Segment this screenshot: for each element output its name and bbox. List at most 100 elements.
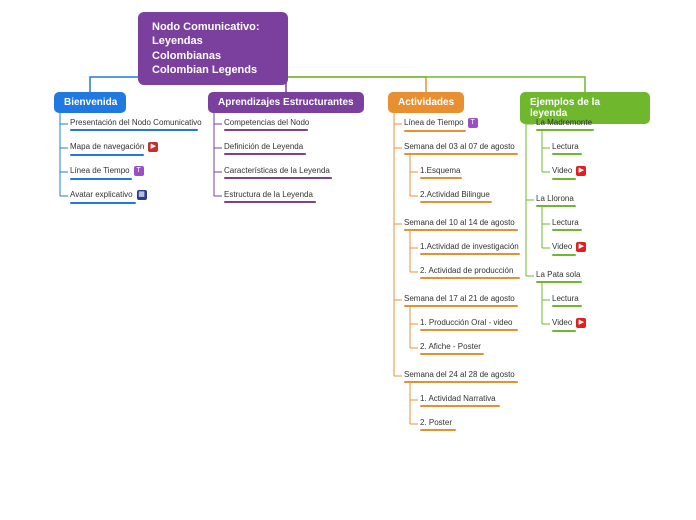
- leaf-item: Semana del 24 al 28 de agosto: [404, 370, 518, 383]
- leaf-underline: [70, 129, 198, 131]
- leaf-item: Estructura de la Leyenda: [224, 190, 316, 203]
- leaf-underline: [224, 201, 316, 203]
- leaf-underline: [420, 201, 492, 203]
- leaf-underline: [224, 153, 306, 155]
- leaf-item: Competencias del Nodo: [224, 118, 309, 131]
- leaf-icon: ▶: [576, 318, 586, 328]
- leaf-item: Avatar explicativo ▦: [70, 190, 147, 204]
- leaf-item: Lectura: [552, 294, 582, 307]
- leaf-item: Mapa de navegación ▶: [70, 142, 158, 156]
- leaf-label: 2. Actividad de producción: [420, 266, 513, 275]
- leaf-underline: [404, 229, 518, 231]
- leaf-icon: T: [468, 118, 478, 128]
- leaf-label: Presentación del Nodo Comunicativo: [70, 118, 202, 127]
- leaf-underline: [224, 129, 308, 131]
- leaf-item: Video ▶: [552, 242, 586, 256]
- leaf-underline: [420, 177, 462, 179]
- leaf-label: La Madremonte: [536, 118, 592, 127]
- leaf-item: Video ▶: [552, 166, 586, 180]
- branch-bienvenida: Bienvenida: [54, 92, 126, 113]
- leaf-label: Lectura: [552, 218, 579, 227]
- leaf-underline: [404, 305, 518, 307]
- leaf-label: Estructura de la Leyenda: [224, 190, 313, 199]
- leaf-underline: [552, 153, 582, 155]
- leaf-label: Línea de Tiempo: [70, 166, 130, 175]
- leaf-icon: ▶: [148, 142, 158, 152]
- leaf-underline: [536, 129, 594, 131]
- leaf-icon: ▶: [576, 242, 586, 252]
- leaf-item: 2. Afiche - Poster: [420, 342, 484, 355]
- leaf-item: 1.Actividad de investigación: [420, 242, 520, 255]
- leaf-label: Video: [552, 318, 572, 327]
- leaf-label: Características de la Leyenda: [224, 166, 330, 175]
- leaf-label: Video: [552, 242, 572, 251]
- leaf-label: Lectura: [552, 142, 579, 151]
- leaf-item: Semana del 17 al 21 de agosto: [404, 294, 518, 307]
- leaf-underline: [552, 330, 576, 332]
- leaf-item: Video ▶: [552, 318, 586, 332]
- leaf-underline: [552, 178, 576, 180]
- leaf-label: Video: [552, 166, 572, 175]
- leaf-label: Mapa de navegación: [70, 142, 144, 151]
- leaf-label: Avatar explicativo: [70, 190, 133, 199]
- leaf-label: Semana del 03 al 07 de agosto: [404, 142, 515, 151]
- leaf-underline: [552, 305, 582, 307]
- leaf-icon: ▶: [576, 166, 586, 176]
- leaf-item: Presentación del Nodo Comunicativo: [70, 118, 202, 131]
- leaf-item: 1. Actividad Narrativa: [420, 394, 500, 407]
- leaf-label: Competencias del Nodo: [224, 118, 309, 127]
- leaf-underline: [70, 154, 144, 156]
- leaf-item: La Madremonte: [536, 118, 594, 131]
- leaf-underline: [420, 329, 518, 331]
- leaf-label: 2.Actividad Bilingue: [420, 190, 490, 199]
- leaf-item: 2. Actividad de producción: [420, 266, 520, 279]
- branch-actividades: Actividades: [388, 92, 464, 113]
- root-line3: Colombian Legends: [152, 63, 274, 77]
- leaf-underline: [420, 405, 500, 407]
- leaf-item: 2. Poster: [420, 418, 456, 431]
- leaf-underline: [536, 205, 576, 207]
- leaf-item: 1.Esquema: [420, 166, 462, 179]
- leaf-label: Semana del 24 al 28 de agosto: [404, 370, 515, 379]
- leaf-label: Línea de Tiempo: [404, 118, 464, 127]
- root-line1: Nodo Comunicativo:: [152, 20, 274, 34]
- leaf-underline: [420, 429, 456, 431]
- leaf-label: La Llorona: [536, 194, 574, 203]
- leaf-item: 2.Actividad Bilingue: [420, 190, 492, 203]
- leaf-item: Semana del 10 al 14 de agosto: [404, 218, 518, 231]
- leaf-item: Semana del 03 al 07 de agosto: [404, 142, 518, 155]
- leaf-underline: [552, 254, 576, 256]
- leaf-label: Lectura: [552, 294, 579, 303]
- leaf-icon: ▦: [137, 190, 147, 200]
- leaf-item: 1. Producción Oral - video: [420, 318, 518, 331]
- leaf-label: 2. Afiche - Poster: [420, 342, 481, 351]
- leaf-label: 1. Actividad Narrativa: [420, 394, 496, 403]
- connector-lines: [0, 0, 696, 520]
- leaf-label: 1.Actividad de investigación: [420, 242, 519, 251]
- leaf-item: La Llorona: [536, 194, 576, 207]
- leaf-underline: [70, 178, 132, 180]
- leaf-icon: T: [134, 166, 144, 176]
- leaf-label: 1.Esquema: [420, 166, 460, 175]
- leaf-label: Definición de Leyenda: [224, 142, 303, 151]
- branch-aprendizajes: Aprendizajes Estructurantes: [208, 92, 364, 113]
- leaf-underline: [404, 130, 466, 132]
- leaf-label: Semana del 10 al 14 de agosto: [404, 218, 515, 227]
- leaf-underline: [420, 353, 484, 355]
- leaf-item: Línea de Tiempo T: [70, 166, 144, 180]
- leaf-label: Semana del 17 al 21 de agosto: [404, 294, 515, 303]
- leaf-underline: [552, 229, 582, 231]
- leaf-item: Características de la Leyenda: [224, 166, 332, 179]
- leaf-underline: [404, 153, 518, 155]
- leaf-item: Lectura: [552, 142, 582, 155]
- leaf-label: La Pata sola: [536, 270, 580, 279]
- leaf-underline: [420, 253, 520, 255]
- leaf-item: Lectura: [552, 218, 582, 231]
- leaf-underline: [70, 202, 136, 204]
- leaf-item: La Pata sola: [536, 270, 582, 283]
- leaf-underline: [224, 177, 332, 179]
- leaf-underline: [536, 281, 582, 283]
- root-line2: Leyendas Colombianas: [152, 34, 274, 63]
- root-node: Nodo Comunicativo: Leyendas Colombianas …: [138, 12, 288, 85]
- leaf-underline: [420, 277, 520, 279]
